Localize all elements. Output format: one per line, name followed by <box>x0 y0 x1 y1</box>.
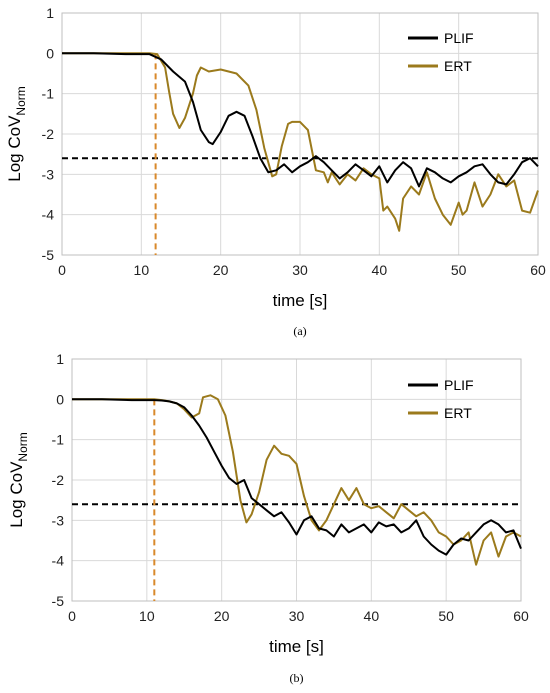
x-tick-label: 60 <box>513 608 529 624</box>
y-tick-label: -3 <box>52 512 65 528</box>
y-axis-title-subscript: Norm <box>16 432 30 461</box>
x-tick-label: 40 <box>372 262 388 278</box>
x-tick-label: 0 <box>58 262 66 278</box>
y-tick-label: -5 <box>52 593 65 609</box>
x-tick-label: 50 <box>438 608 454 624</box>
y-tick-label: 0 <box>56 391 64 407</box>
x-axis-title: time [s] <box>269 637 324 656</box>
legend-label-plif: PLIF <box>444 30 474 46</box>
panel-label: (a) <box>293 324 306 338</box>
y-tick-label: 0 <box>46 45 54 61</box>
plot-area-border <box>61 12 539 256</box>
y-tick-label: -2 <box>52 472 65 488</box>
series-line-plif <box>62 52 539 188</box>
legend-label-ert: ERT <box>444 405 472 421</box>
x-tick-label: 50 <box>451 262 467 278</box>
x-tick-label: 40 <box>364 608 380 624</box>
y-axis-title-subscript: Norm <box>14 86 28 115</box>
y-tick-label: 1 <box>46 5 54 21</box>
y-axis-title-main: Log CoV <box>7 461 26 528</box>
x-tick-label: 20 <box>214 608 230 624</box>
y-tick-label: -1 <box>52 432 65 448</box>
plot-area-border <box>71 358 522 602</box>
series-line-plif <box>72 398 522 556</box>
x-tick-label: 20 <box>213 262 229 278</box>
y-tick-label: -1 <box>42 86 55 102</box>
y-tick-label: 1 <box>56 351 64 367</box>
x-tick-label: 60 <box>530 262 546 278</box>
y-tick-label: -2 <box>42 126 55 142</box>
y-tick-label: -5 <box>42 247 55 263</box>
y-tick-label: -4 <box>52 553 65 569</box>
x-axis-title: time [s] <box>273 291 328 310</box>
panel-label: (b) <box>290 671 304 685</box>
y-axis-title: Log CoVNorm <box>5 86 28 182</box>
legend-label-plif: PLIF <box>444 377 474 393</box>
y-axis-title: Log CoVNorm <box>7 432 30 528</box>
x-tick-label: 10 <box>139 608 155 624</box>
series-line-ert <box>62 52 539 232</box>
x-tick-label: 0 <box>68 608 76 624</box>
x-tick-label: 10 <box>134 262 150 278</box>
x-tick-label: 30 <box>292 262 308 278</box>
y-axis-title-main: Log CoV <box>5 115 24 182</box>
x-tick-label: 30 <box>289 608 305 624</box>
y-tick-label: -4 <box>42 207 55 223</box>
legend-label-ert: ERT <box>444 58 472 74</box>
y-tick-label: -3 <box>42 166 55 182</box>
